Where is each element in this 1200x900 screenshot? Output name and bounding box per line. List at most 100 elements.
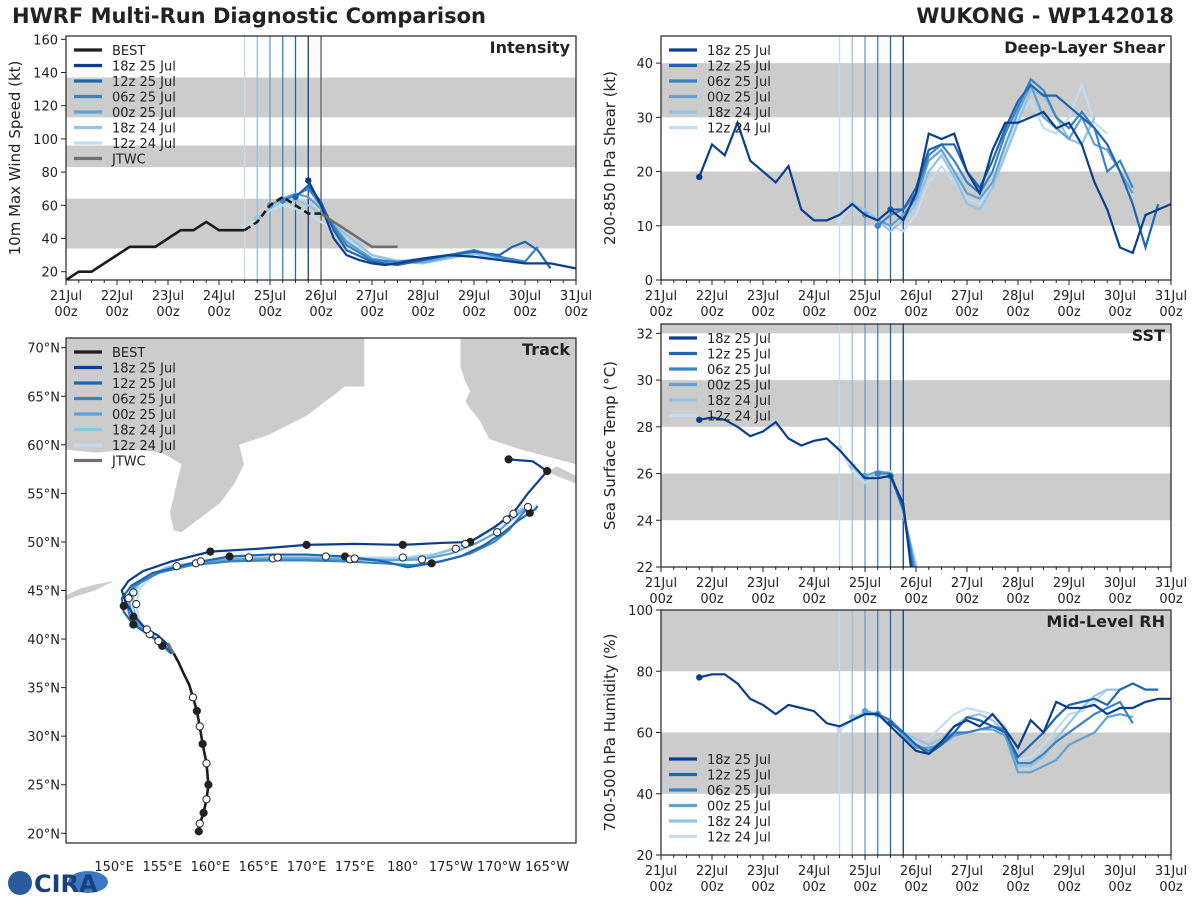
intensity-xtick-label-hour: 00z bbox=[54, 305, 78, 320]
sst-xtick-label-hour: 00z bbox=[955, 592, 979, 607]
rh-legend-label-18z-25-jul: 18z 25 Jul bbox=[707, 753, 771, 768]
shear-xtick-label-hour: 00z bbox=[700, 305, 724, 320]
rh-legend-label-12z-24-jul: 12z 24 Jul bbox=[707, 831, 771, 846]
rh-xtick-label-day: 22Jul bbox=[696, 864, 728, 879]
sst-ylabel: Sea Surface Temp (°C) bbox=[601, 361, 619, 530]
sst-legend-label-12z-24-jul: 12z 24 Jul bbox=[707, 410, 771, 425]
track-title: Track bbox=[522, 340, 570, 359]
track-point-00z-25-jul bbox=[124, 594, 133, 603]
track-lat-label: 20°N bbox=[27, 827, 60, 842]
intensity-xtick-label-hour: 00z bbox=[564, 305, 588, 320]
intensity-ytick-label: 100 bbox=[33, 133, 58, 148]
sst-init-point-06z-25-jul bbox=[874, 470, 881, 477]
intensity-series-jtwc bbox=[320, 212, 398, 249]
rh-init-point-18z-25-jul bbox=[696, 674, 703, 681]
shear-series-18z-25-jul bbox=[698, 110, 1171, 255]
rh-xtick-label-hour: 00z bbox=[1057, 880, 1081, 895]
shear-init-point-06z-25-jul bbox=[874, 222, 881, 229]
track-point-best bbox=[194, 827, 203, 836]
shear-ytick-label: 40 bbox=[636, 57, 653, 72]
sst-ytick-label: 28 bbox=[636, 421, 653, 436]
rh-xtick-label-hour: 00z bbox=[1108, 880, 1132, 895]
rh-ytick-label: 80 bbox=[636, 665, 653, 680]
shear-series-06z-25-jul bbox=[877, 77, 1134, 227]
intensity-xtick-label-hour: 00z bbox=[462, 305, 486, 320]
shear-xtick-label-day: 30Jul bbox=[1104, 289, 1136, 304]
rh-init-point-00z-25-jul bbox=[861, 707, 869, 715]
sst-legend-label-18z-24-jul: 18z 24 Jul bbox=[707, 394, 771, 409]
shear-xtick-label-day: 28Jul bbox=[1002, 289, 1034, 304]
shear-xtick-label-day: 31Jul bbox=[1155, 289, 1187, 304]
intensity-xtick-label-day: 24Jul bbox=[203, 289, 235, 304]
shear-xtick-label-hour: 00z bbox=[1057, 305, 1081, 320]
track-point-best bbox=[195, 722, 204, 731]
track-point-18z-24-jul bbox=[196, 557, 205, 566]
intensity-ytick-label: 120 bbox=[33, 100, 58, 115]
track-point-18z-25-jul bbox=[302, 540, 311, 549]
track-legend-label-jtwc: JTWC bbox=[111, 455, 146, 470]
track-series-12z-24-jul bbox=[135, 510, 519, 650]
track-point-00z-25-jul bbox=[523, 502, 532, 512]
sst-xtick-label-hour: 00z bbox=[1159, 592, 1183, 607]
shear-xtick-label-day: 21Jul bbox=[645, 289, 677, 304]
rh-series-18z-25-jul bbox=[698, 673, 1171, 756]
shear-ytick-label: 0 bbox=[645, 274, 653, 289]
track-point-12z-24-jul bbox=[172, 562, 181, 571]
sst-legend-label-06z-25-jul: 06z 25 Jul bbox=[707, 363, 771, 378]
shear-init-point-18z-25-jul bbox=[696, 173, 703, 181]
shear-xtick-label-hour: 00z bbox=[955, 305, 979, 320]
shear-title: Deep-Layer Shear bbox=[1004, 38, 1165, 57]
track-legend-label-12z-24-jul: 12z 24 Jul bbox=[112, 439, 176, 454]
sst-xtick-label-day: 23Jul bbox=[747, 576, 779, 591]
track-lat-label: 35°N bbox=[27, 682, 60, 697]
sst-xtick-label-day: 21Jul bbox=[645, 576, 677, 591]
shear-legend-label-18z-24-jul: 18z 24 Jul bbox=[707, 106, 771, 121]
sst-shade-band bbox=[661, 473, 1171, 521]
intensity-xtick-label-day: 22Jul bbox=[101, 289, 133, 304]
track-point-18z-25-jul bbox=[504, 455, 513, 464]
rh-xtick-label-day: 26Jul bbox=[900, 864, 932, 879]
track-point-best bbox=[204, 780, 213, 789]
track-lat-label: 45°N bbox=[27, 585, 60, 600]
sst-xtick-label-day: 27Jul bbox=[951, 576, 983, 591]
track-lat-label: 60°N bbox=[27, 439, 60, 454]
landmass-kuril-islands bbox=[66, 580, 115, 601]
track-point-18z-25-jul bbox=[119, 601, 128, 611]
track-lon-label: 165°W bbox=[525, 860, 569, 875]
shear-xtick-label-hour: 00z bbox=[1006, 305, 1030, 320]
sst-plot-area bbox=[661, 324, 1171, 567]
sst-xtick-label-hour: 00z bbox=[1057, 592, 1081, 607]
cira-logo-swirl bbox=[68, 871, 108, 893]
track-lon-label: 170°W bbox=[477, 860, 521, 875]
rh-xtick-label-hour: 00z bbox=[955, 880, 979, 895]
shear-xtick-label-hour: 00z bbox=[802, 305, 826, 320]
track-point-18z-24-jul bbox=[129, 588, 138, 597]
track-map-area bbox=[66, 338, 576, 836]
track-lon-label: 175°W bbox=[429, 860, 473, 875]
cira-logo: CIRA bbox=[8, 870, 108, 898]
track-point-12z-24-jul bbox=[321, 552, 330, 561]
intensity-xtick-label-day: 28Jul bbox=[407, 289, 439, 304]
sst-ytick-label: 32 bbox=[636, 327, 653, 342]
track-point-12z-24-jul bbox=[244, 553, 253, 562]
cira-logo-mark bbox=[8, 871, 32, 895]
sst-xtick-label-day: 31Jul bbox=[1155, 576, 1187, 591]
track-point-12z-25-jul bbox=[225, 552, 234, 561]
rh-xtick-label-hour: 00z bbox=[700, 880, 724, 895]
intensity-xtick-label-hour: 00z bbox=[513, 305, 537, 320]
track-point-12z-24-jul bbox=[398, 553, 407, 562]
shear-ytick-label: 30 bbox=[636, 111, 653, 126]
intensity-xtick-label-hour: 00z bbox=[207, 305, 231, 320]
sst-xtick-label-hour: 00z bbox=[802, 592, 826, 607]
rh-legend-label-00z-25-jul: 00z 25 Jul bbox=[707, 800, 771, 815]
rh-xtick-label-hour: 00z bbox=[802, 880, 826, 895]
shear-shade-band bbox=[661, 63, 1171, 118]
intensity-xtick-label-hour: 00z bbox=[309, 305, 333, 320]
track-lat-label: 65°N bbox=[27, 390, 60, 405]
sst-xtick-label-day: 25Jul bbox=[849, 576, 881, 591]
track-legend-label-12z-25-jul: 12z 25 Jul bbox=[112, 377, 176, 392]
sst-xtick-label-hour: 00z bbox=[853, 592, 877, 607]
shear-init-point-12z-24-jul bbox=[836, 217, 843, 224]
storm-title: WUKONG - WP142018 bbox=[916, 4, 1174, 28]
